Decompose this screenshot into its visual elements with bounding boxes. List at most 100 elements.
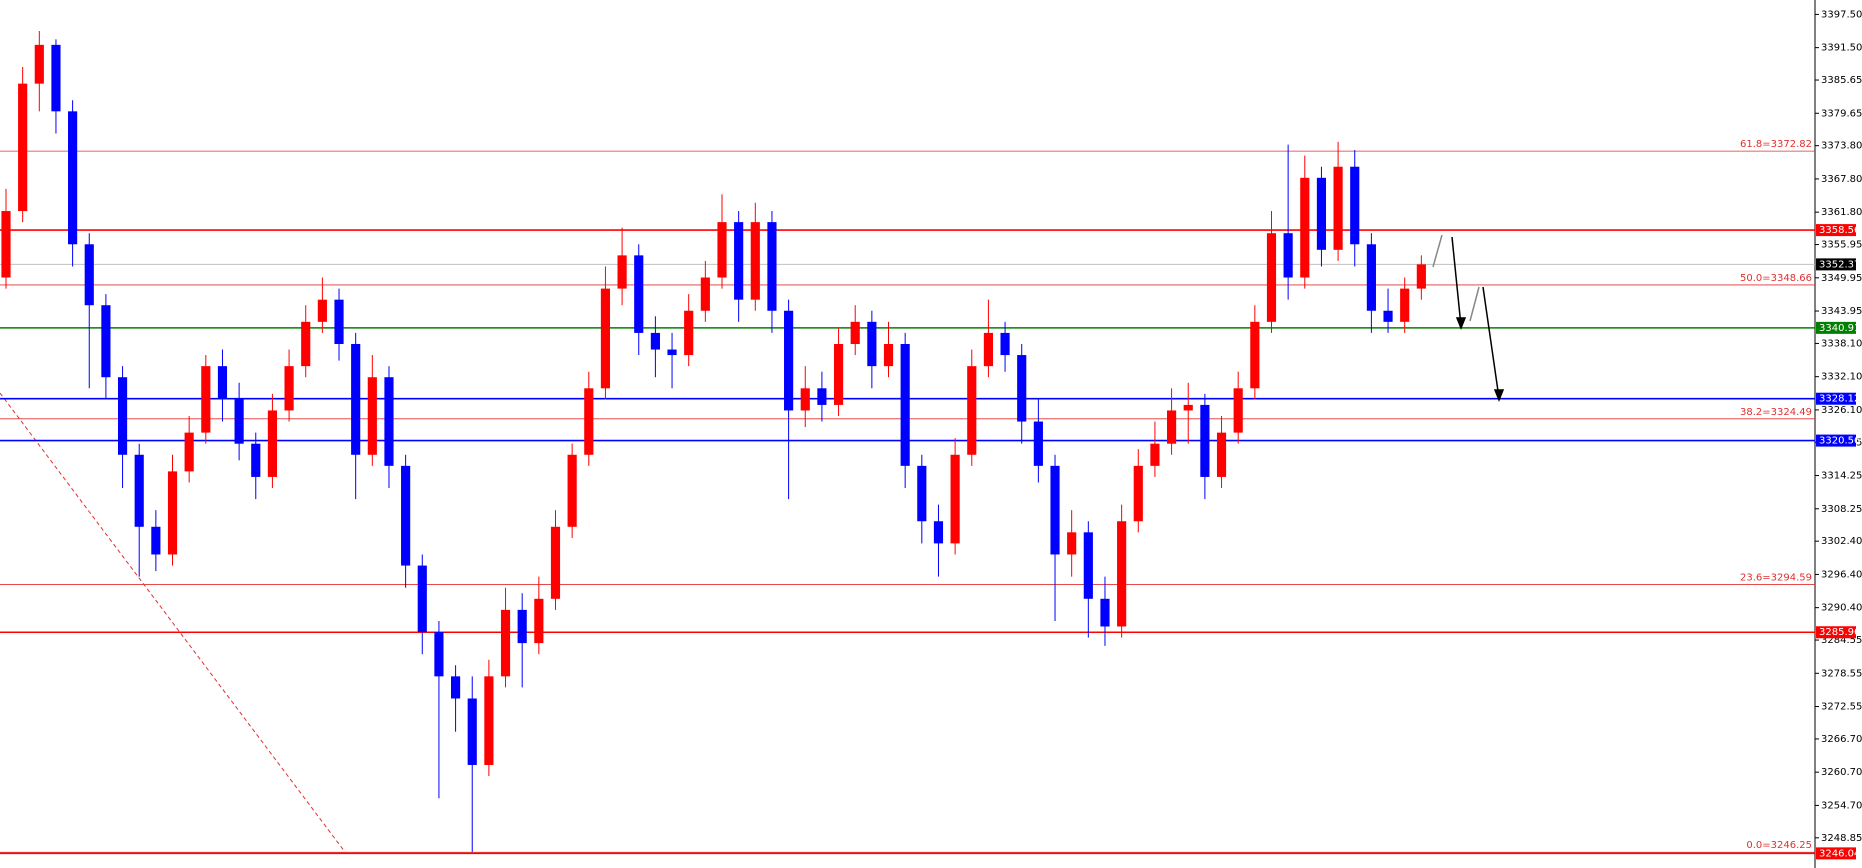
price-tag-label: 3285.96 bbox=[1819, 627, 1860, 638]
candle-body bbox=[950, 454, 960, 544]
candle-body bbox=[84, 244, 94, 306]
candle-body bbox=[117, 377, 128, 455]
candle-body bbox=[367, 377, 377, 455]
candle-body bbox=[767, 222, 777, 311]
candle-body bbox=[717, 222, 727, 278]
fib-label: 23.6=3294.59 bbox=[1740, 572, 1812, 583]
candle-body bbox=[1150, 443, 1160, 466]
candle-body bbox=[867, 321, 877, 367]
fib-label: 0.0=3246.25 bbox=[1746, 840, 1812, 851]
candle-body bbox=[151, 526, 161, 555]
candle-body bbox=[1383, 310, 1393, 322]
candle-body bbox=[700, 277, 710, 311]
price-tag bbox=[1816, 392, 1856, 405]
candle-body bbox=[467, 698, 477, 765]
price-tag bbox=[1816, 434, 1856, 447]
candle-body bbox=[1117, 521, 1127, 627]
y-tick-label: 3361.80 bbox=[1821, 207, 1862, 218]
price-tag bbox=[1816, 321, 1856, 334]
candle-body bbox=[1167, 410, 1177, 444]
price-tag-label: 3246.04 bbox=[1819, 848, 1860, 859]
y-tick-label: 3308.25 bbox=[1821, 504, 1862, 515]
candle-body bbox=[1133, 465, 1143, 522]
arrow-head bbox=[1455, 317, 1467, 331]
candle-body bbox=[967, 366, 977, 455]
candle-body bbox=[217, 366, 228, 400]
price-tag bbox=[1816, 626, 1856, 639]
candle-body bbox=[1017, 355, 1027, 422]
y-tick-label: 3290.40 bbox=[1821, 603, 1862, 614]
y-tick-label: 3367.80 bbox=[1821, 174, 1862, 185]
candle-body bbox=[850, 321, 860, 344]
candle-body bbox=[1316, 177, 1327, 250]
trend-line bbox=[0, 392, 346, 853]
candle-body bbox=[1266, 233, 1277, 322]
candle-body bbox=[384, 377, 394, 466]
y-tick-label: 3254.70 bbox=[1821, 800, 1862, 811]
candle-body bbox=[284, 366, 294, 411]
forecast-arrow bbox=[1451, 236, 1462, 327]
candle-body bbox=[301, 321, 311, 367]
candle-body bbox=[1200, 404, 1210, 477]
forecast-arrows bbox=[1432, 234, 1505, 403]
y-tick-label: 3296.40 bbox=[1821, 569, 1862, 580]
candle-body bbox=[1350, 166, 1360, 245]
y-tick-label: 3314.25 bbox=[1821, 471, 1862, 482]
candle-body bbox=[600, 288, 611, 389]
price-tag bbox=[1816, 224, 1856, 237]
candle-body bbox=[917, 465, 927, 522]
y-tick-label: 3379.65 bbox=[1821, 108, 1862, 119]
candle-body bbox=[201, 366, 211, 433]
candle-body bbox=[784, 310, 794, 411]
candle-body bbox=[584, 388, 594, 455]
y-tick-label: 3278.55 bbox=[1821, 668, 1862, 679]
candle-body bbox=[817, 388, 827, 405]
candle-body bbox=[534, 598, 544, 644]
y-tick-label: 3302.40 bbox=[1821, 536, 1862, 547]
price-tag-label: 3358.56 bbox=[1819, 225, 1860, 236]
candle-body bbox=[933, 521, 944, 544]
forecast-line bbox=[1432, 234, 1443, 268]
y-tick-label: 3397.50 bbox=[1821, 9, 1862, 20]
candle-body bbox=[417, 565, 427, 633]
candle-body bbox=[800, 388, 810, 411]
candle-body bbox=[1067, 532, 1077, 555]
candle-body bbox=[900, 343, 910, 466]
candle-body bbox=[484, 676, 494, 765]
candle-body bbox=[684, 310, 694, 356]
candle-body bbox=[1, 211, 11, 278]
candle-body bbox=[883, 343, 894, 367]
y-tick-label: 3343.95 bbox=[1821, 306, 1862, 317]
fib-label: 50.0=3348.66 bbox=[1740, 273, 1812, 284]
current-price-tag bbox=[1816, 258, 1856, 271]
price-tag-label: 3320.56 bbox=[1819, 436, 1860, 447]
candle-body bbox=[451, 676, 461, 699]
candle-body bbox=[650, 332, 660, 350]
y-tick-label: 3266.70 bbox=[1821, 734, 1862, 745]
candle-body bbox=[401, 465, 411, 566]
candle-body bbox=[617, 255, 627, 289]
fib-label: 61.8=3372.82 bbox=[1740, 139, 1812, 150]
candle-body bbox=[550, 526, 561, 599]
y-tick-label: 3385.65 bbox=[1821, 75, 1862, 86]
candle-body bbox=[667, 349, 677, 356]
candle-body bbox=[134, 454, 144, 527]
arrow-head bbox=[1493, 389, 1505, 403]
fib-label: 38.2=3324.49 bbox=[1740, 407, 1812, 418]
price-tag bbox=[1816, 847, 1856, 860]
price-tag-label: 3340.91 bbox=[1819, 323, 1860, 334]
y-tick-label: 3355.95 bbox=[1821, 240, 1862, 251]
candle-body bbox=[34, 44, 44, 84]
candle-body bbox=[251, 443, 261, 477]
price-tag-label: 3328.12 bbox=[1819, 394, 1860, 405]
candle-body bbox=[634, 255, 644, 333]
candle-body bbox=[1083, 532, 1093, 599]
candle-body bbox=[351, 343, 361, 455]
y-tick-label: 3326.10 bbox=[1821, 405, 1862, 416]
candle-body bbox=[1033, 421, 1043, 466]
candle-body bbox=[1183, 404, 1193, 411]
candle-body bbox=[1300, 177, 1310, 278]
candle-body bbox=[434, 632, 444, 677]
current-price-label: 3352.37 bbox=[1819, 259, 1860, 270]
candle-body bbox=[983, 332, 993, 367]
